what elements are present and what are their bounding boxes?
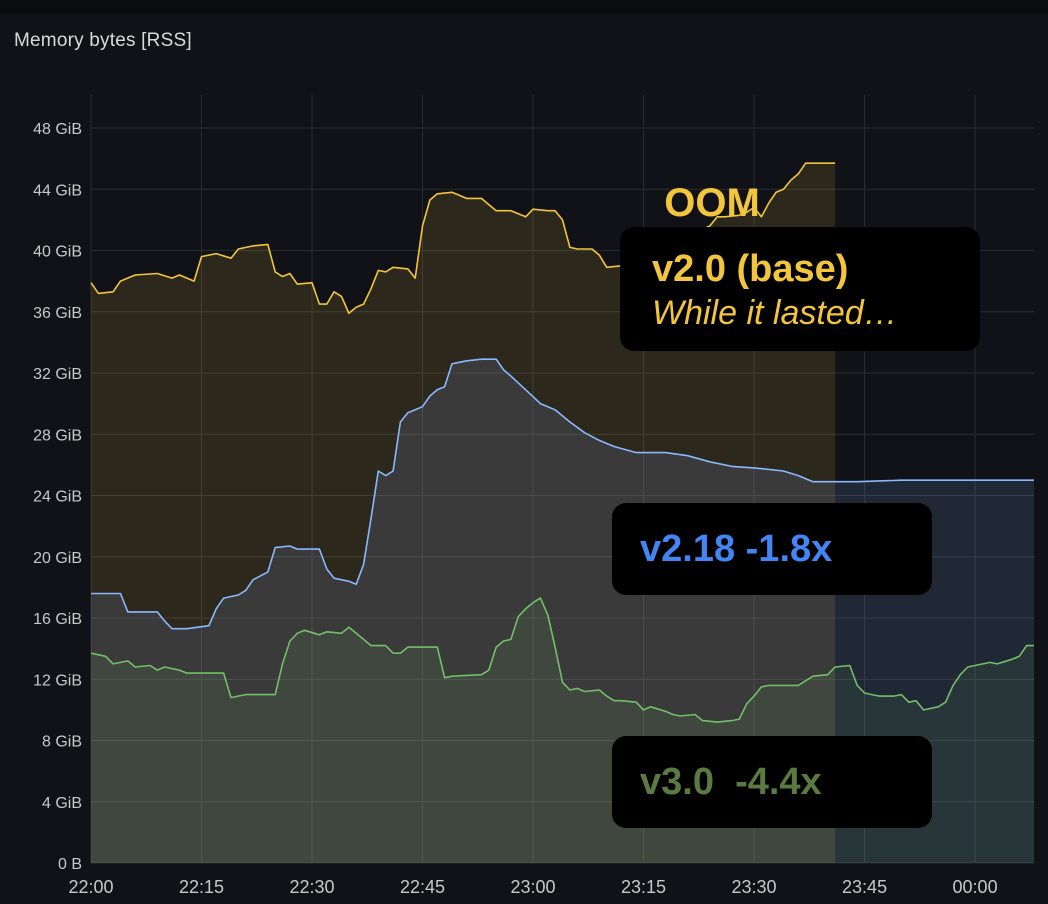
- panel-title: Memory bytes [RSS]: [14, 30, 192, 51]
- x-tick-label: 22:15: [179, 877, 224, 897]
- x-tick-label: 23:45: [842, 877, 887, 897]
- callout-v2-18-title: v2.18 -1.8x: [640, 528, 833, 570]
- y-tick-label: 44 GiB: [33, 182, 82, 199]
- callout-v3-0-title: v3.0 -4.4x: [640, 761, 822, 803]
- x-tick-label: 23:15: [621, 877, 666, 897]
- y-tick-label: 16 GiB: [33, 611, 82, 628]
- y-tick-label: 4 GiB: [42, 795, 82, 812]
- oom-label: OOM: [664, 181, 760, 225]
- x-tick-label: 22:45: [400, 877, 445, 897]
- y-tick-label: 32 GiB: [33, 366, 82, 383]
- x-tick-label: 22:30: [289, 877, 334, 897]
- callout-v2-base-subtitle: While it lasted…: [652, 294, 898, 332]
- panel-top-strip: [0, 0, 1048, 14]
- callout-v3-0: v3.0 -4.4x: [612, 736, 932, 828]
- y-tick-label: 12 GiB: [33, 672, 82, 689]
- callout-v2-18: v2.18 -1.8x: [612, 503, 932, 595]
- y-tick-label: 0 B: [58, 856, 82, 873]
- y-tick-label: 36 GiB: [33, 305, 82, 322]
- callout-v2-base-title: v2.0 (base): [652, 248, 849, 290]
- x-tick-label: 00:00: [953, 877, 998, 897]
- series-line: [90, 597, 1034, 723]
- series-line: [91, 358, 1034, 630]
- y-tick-label: 8 GiB: [42, 734, 82, 751]
- y-tick-label: 20 GiB: [33, 550, 82, 567]
- y-tick-label: 40 GiB: [33, 244, 82, 261]
- y-tick-label: 24 GiB: [33, 489, 82, 506]
- callout-v2-base: v2.0 (base) While it lasted…: [620, 227, 980, 351]
- x-tick-label: 23:00: [511, 877, 556, 897]
- y-tick-label: 28 GiB: [33, 427, 82, 444]
- x-tick-label: 23:30: [732, 877, 777, 897]
- series-line: [90, 162, 836, 315]
- x-tick-label: 22:00: [68, 877, 113, 897]
- y-tick-label: 48 GiB: [33, 121, 82, 138]
